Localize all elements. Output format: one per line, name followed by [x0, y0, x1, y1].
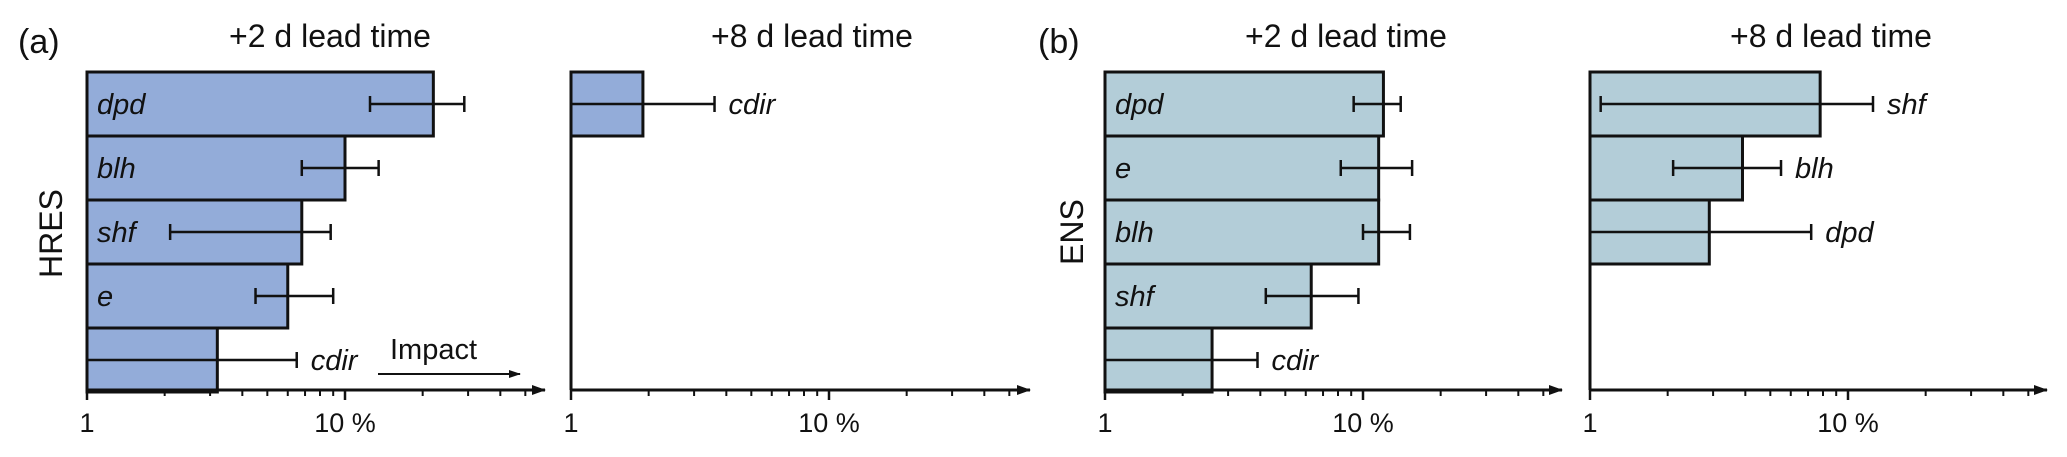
bar-label-dpd: dpd [1825, 217, 1874, 249]
x-tick-label: 10 % [314, 408, 376, 438]
bar-label-dpd: dpd [97, 89, 146, 121]
bar-label-shf: shf [97, 217, 139, 249]
row-label-ens: ENS [1054, 199, 1090, 265]
subplot-3: +2 d lead time dpd e blh shf cdir 1 10 % [1097, 18, 1563, 438]
subplot-1: +2 d lead time dpd blh shf e cdir 1 10 % [79, 18, 546, 438]
panel-letter-a: (a) [18, 23, 60, 61]
bar-label-dpd: dpd [1115, 89, 1164, 121]
subplot-title: +2 d lead time [229, 18, 431, 54]
bar-label-cdir: cdir [1271, 345, 1319, 377]
subplot-title: +8 d lead time [1730, 18, 1932, 54]
bar-e [1103, 134, 1381, 202]
x-tick-label: 1 [1097, 408, 1112, 438]
subplot-title: +8 d lead time [711, 18, 913, 54]
panel-letter-b: (b) [1038, 23, 1080, 61]
impact-label: Impact [390, 334, 477, 366]
x-tick-label: 1 [1582, 408, 1597, 438]
bar-label-e: e [1115, 153, 1131, 185]
bar-label-cdir: cdir [311, 345, 359, 377]
bar-label-shf: shf [1887, 89, 1929, 121]
row-label-hres: HRES [33, 189, 69, 278]
bar-label-cdir: cdir [729, 89, 777, 121]
bar-label-blh: blh [1115, 217, 1154, 249]
bar-label-shf: shf [1115, 281, 1157, 313]
x-tick-label: 1 [563, 408, 578, 438]
subplot-2: +8 d lead time cdir 1 10 % [563, 18, 1031, 438]
x-tick-label: 10 % [1817, 408, 1879, 438]
subplot-title: +2 d lead time [1245, 18, 1447, 54]
x-tick-label: 10 % [1332, 408, 1394, 438]
bar-label-blh: blh [97, 153, 136, 185]
x-tick-label: 10 % [798, 408, 860, 438]
x-tick-label: 1 [79, 408, 94, 438]
bar-label-blh: blh [1795, 153, 1834, 185]
bar-label-e: e [97, 281, 113, 313]
subplot-4: +8 d lead time shf blh dpd 1 10 % [1582, 18, 2048, 438]
